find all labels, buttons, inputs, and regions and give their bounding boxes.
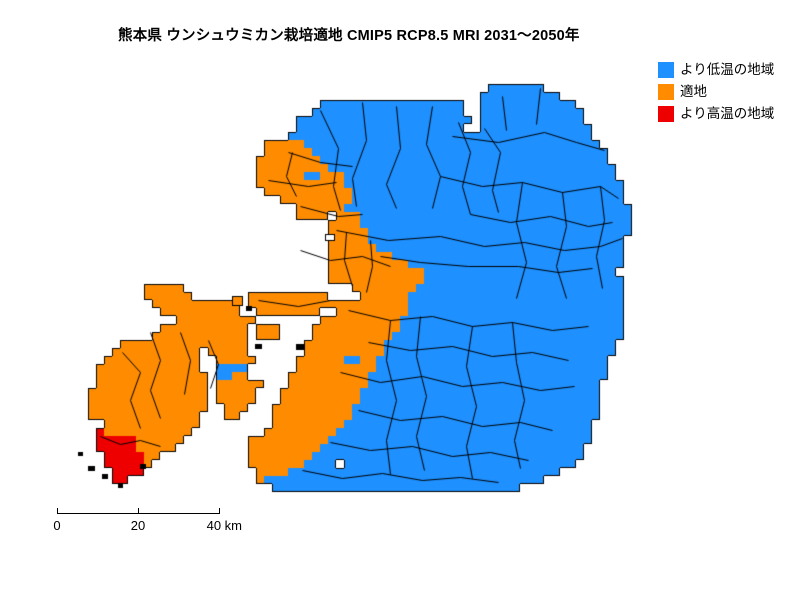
legend-label: 適地 bbox=[680, 84, 707, 99]
legend-label: より高温の地域 bbox=[680, 106, 775, 121]
suitable-region-swatch-icon bbox=[658, 84, 674, 100]
warmer-region-swatch-icon bbox=[658, 106, 674, 122]
legend-item-warmer: より高温の地域 bbox=[658, 106, 774, 122]
legend-item-cooler: より低温の地域 bbox=[658, 62, 774, 78]
page-title: 熊本県 ウンシュウミカン栽培適地 CMIP5 RCP8.5 MRI 2031〜2… bbox=[118, 28, 580, 44]
legend: より低温の地域 適地 より高温の地域 bbox=[658, 62, 774, 128]
scale-bar-label: 0 bbox=[53, 518, 61, 533]
scale-bar-tick bbox=[57, 508, 58, 514]
cooler-region-swatch-icon bbox=[658, 62, 674, 78]
scale-bar-label: 40 km bbox=[206, 518, 243, 533]
scale-bar: 0 20 40 km bbox=[53, 508, 242, 538]
legend-item-suitable: 適地 bbox=[658, 84, 774, 100]
scale-bar-tick bbox=[219, 508, 220, 514]
scale-bar-tick bbox=[138, 508, 139, 514]
scale-bar-label: 20 bbox=[130, 518, 146, 533]
legend-label: より低温の地域 bbox=[680, 62, 775, 77]
